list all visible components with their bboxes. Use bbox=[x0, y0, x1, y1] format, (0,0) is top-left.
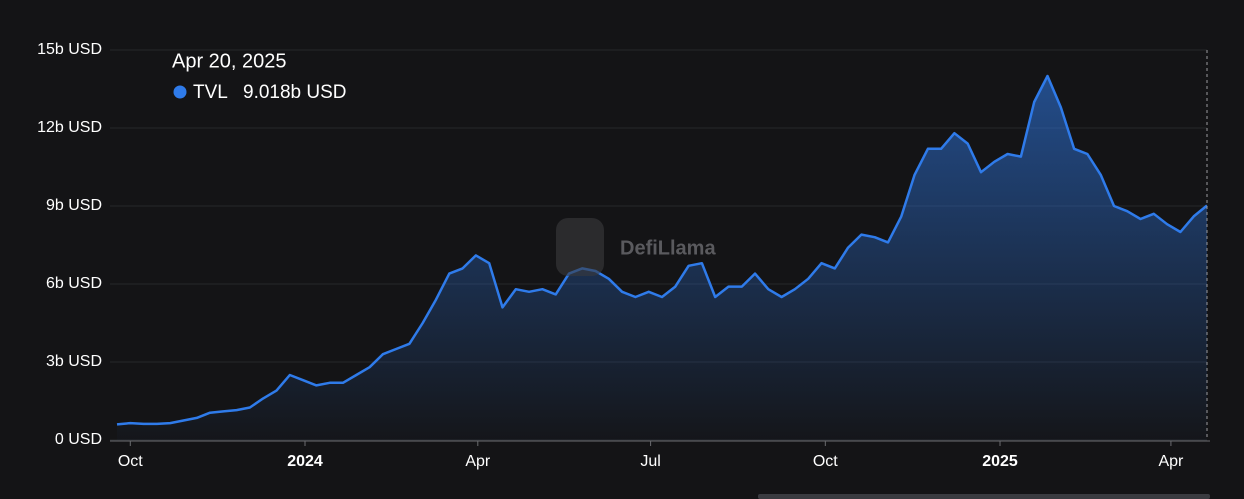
y-tick-label: 15b USD bbox=[37, 41, 102, 58]
x-tick-label: Apr bbox=[1158, 453, 1184, 470]
tooltip-series: TVL bbox=[193, 82, 228, 103]
plot-area bbox=[116, 50, 1208, 440]
x-tick-label: Oct bbox=[813, 453, 838, 470]
y-tick-label: 12b USD bbox=[37, 119, 102, 136]
x-tick-label: 2025 bbox=[982, 453, 1018, 470]
watermark: DefiLlama bbox=[620, 237, 716, 259]
y-tick-label: 3b USD bbox=[46, 353, 102, 370]
x-tick-label: Oct bbox=[118, 453, 143, 470]
x-tick-label: Apr bbox=[465, 453, 491, 470]
axes: 0 USD 3b USD 6b USD 9b USD 12b USD 15b USD Oct… bbox=[37, 41, 1210, 470]
tooltip-marker bbox=[173, 85, 187, 99]
watermark-logo bbox=[556, 218, 604, 276]
y-tick-label: 9b USD bbox=[46, 197, 102, 214]
line bbox=[116, 74, 1208, 426]
tooltip-date: Apr 20, 2025 bbox=[172, 50, 287, 72]
x-tick-label: Jul bbox=[640, 453, 660, 470]
scrollbar[interactable] bbox=[758, 494, 1210, 499]
y-tick-label: 0 USD bbox=[55, 431, 102, 448]
tooltip-value: 9.018b USD bbox=[243, 82, 347, 103]
y-tick-label: 6b USD bbox=[46, 275, 102, 292]
x-tick-label: 2024 bbox=[287, 453, 323, 470]
area-fill bbox=[117, 76, 1207, 440]
